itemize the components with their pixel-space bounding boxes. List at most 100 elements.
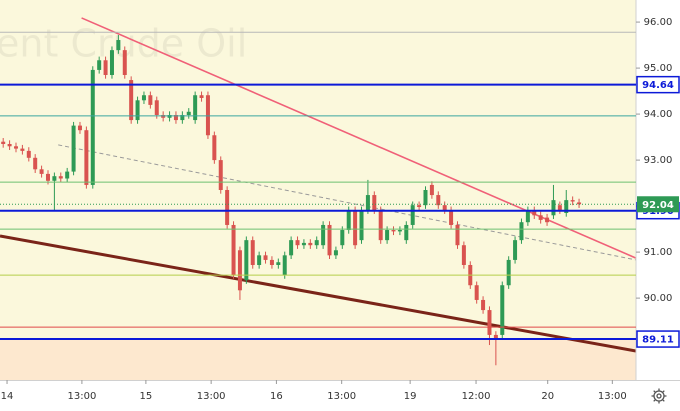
candle-body (212, 135, 217, 161)
candle-body (199, 95, 204, 98)
candle-body (173, 115, 178, 121)
candle-body (538, 215, 543, 220)
candle-body (423, 190, 428, 206)
candle-body (237, 250, 242, 291)
x-tick-label: 13:00 (598, 391, 627, 402)
candle-body (525, 210, 530, 223)
candle-body (20, 148, 25, 151)
candle-body (500, 285, 505, 335)
candle-body (474, 285, 479, 300)
x-tick-label: 13:00 (67, 391, 96, 402)
price-label: 89.11 (642, 335, 674, 346)
candle-body (289, 240, 294, 256)
candle-body (148, 95, 153, 105)
candle-body (385, 230, 390, 241)
candle-body (58, 176, 63, 179)
candle-body (577, 202, 582, 205)
candle-body (372, 195, 377, 211)
candle-body (244, 240, 249, 281)
candle-body (353, 210, 358, 246)
candle-body (391, 230, 396, 232)
settings-icon[interactable] (651, 388, 667, 404)
candle-body (359, 210, 364, 241)
candle-body (65, 171, 70, 179)
candle-body (7, 143, 12, 147)
candle-body (404, 224, 409, 241)
candle-body (346, 210, 351, 231)
y-tick-label: 94.00 (644, 109, 673, 120)
candle-body (295, 240, 300, 246)
trendline (58, 144, 637, 261)
candle-body (154, 100, 159, 116)
price-label: 92.04 (642, 200, 674, 211)
candle-body (84, 130, 89, 185)
candle-body (493, 334, 498, 340)
price-box (636, 330, 680, 348)
y-tick-label: 95.00 (644, 63, 673, 74)
candle-body (52, 176, 57, 181)
candle-body (257, 255, 262, 265)
candle-body (314, 240, 319, 246)
candle-body (205, 95, 210, 136)
candle-body (225, 190, 230, 225)
candle-body (429, 184, 434, 196)
candle-body (71, 125, 76, 172)
candle-body (122, 50, 127, 75)
candle-body (455, 224, 460, 246)
candle-body (39, 169, 44, 174)
candle-body (340, 230, 345, 246)
candle-body (231, 224, 236, 276)
candle-body (570, 200, 575, 202)
candle-body (551, 200, 556, 216)
candle-body (327, 224, 332, 256)
candle-body (33, 157, 38, 170)
y-tick-label: 96.00 (644, 17, 673, 28)
candle-body (218, 160, 223, 190)
price-box (636, 75, 680, 94)
candle-body (250, 240, 255, 265)
x-tick-label: 19 (404, 391, 417, 402)
candle-body (186, 111, 191, 116)
x-tick-label: 16 (270, 391, 283, 402)
candle-body (481, 299, 486, 311)
candle-body (135, 100, 140, 121)
candle-body (557, 205, 562, 211)
candle-body (180, 115, 185, 121)
candle-body (513, 240, 518, 260)
candle-body (1, 141, 6, 144)
x-tick-label: 12:00 (462, 391, 491, 402)
candle-body (365, 195, 370, 211)
candle-body (564, 200, 569, 214)
candle-body (90, 69, 95, 185)
candle-body (378, 210, 383, 241)
candle-body (436, 195, 441, 206)
x-tick-label: 20 (541, 391, 554, 402)
candle-body (26, 150, 31, 158)
x-tick-label: 13:00 (197, 391, 226, 402)
candle-body (103, 60, 108, 75)
candle-body (301, 242, 306, 246)
trendline (81, 17, 637, 259)
zone (0, 339, 636, 380)
x-tick-label: 14 (1, 391, 14, 402)
candle-body (129, 80, 134, 121)
candle-body (545, 217, 550, 223)
candle-body (532, 210, 537, 216)
price-box (637, 196, 679, 213)
candle-body (442, 205, 447, 211)
candle-body (193, 95, 198, 121)
candle-body (282, 255, 287, 276)
candle-body (269, 259, 274, 265)
candle-body (519, 222, 524, 241)
plot-area: ent Crude Oil (0, 0, 637, 380)
zone (0, 0, 636, 340)
candle-body (321, 224, 326, 246)
candle-body (13, 146, 18, 149)
candle-body (141, 95, 146, 101)
candle-body (410, 205, 415, 225)
candle-body (506, 259, 511, 286)
candle-body (45, 173, 50, 181)
y-tick-label: 91.00 (644, 247, 673, 258)
candle-body (417, 205, 422, 208)
candle-body (97, 60, 102, 70)
